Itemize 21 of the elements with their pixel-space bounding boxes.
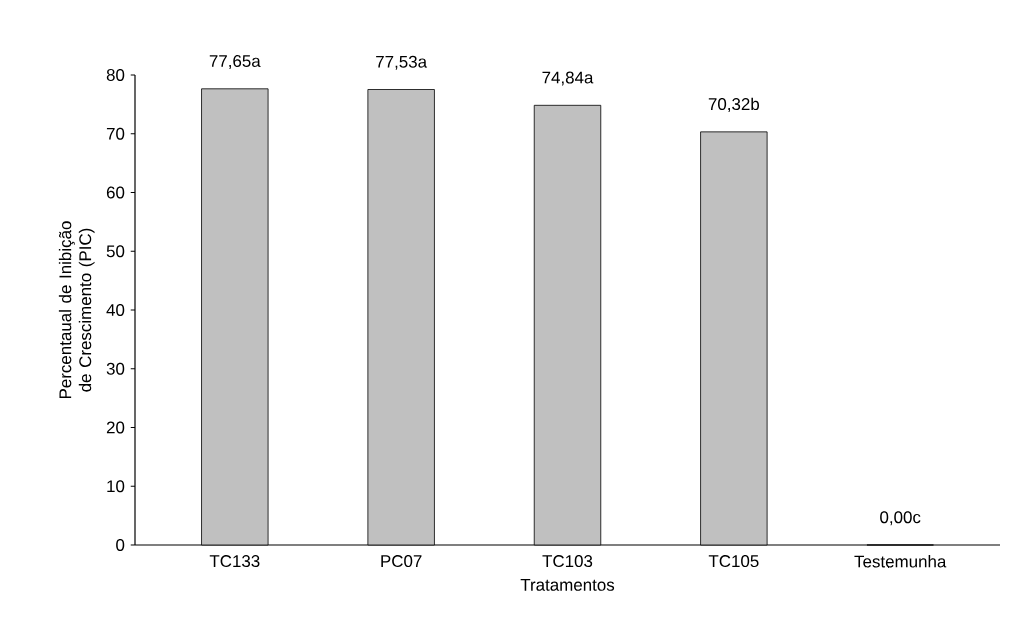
y-tick-label: 0 [116,539,125,551]
y-tick-label: 80 [106,69,125,82]
y-tick-label: 40 [106,304,125,316]
x-tick-label: TC103 [542,555,593,568]
data-label: 74,84a [542,71,594,86]
data-label: 70,32b [708,97,760,113]
y-tick-label: 60 [106,186,125,199]
x-tick-label: TC133 [209,555,260,568]
y-tick-label: 70 [106,127,125,140]
y-tick-label: 10 [107,480,125,493]
data-label: 77,65a [209,55,261,70]
y-tick-label: 30 [106,362,125,375]
y-axis-title: Percentaual de Inibição de Crescimento (PIC) [58,221,95,399]
data-label: 77,53a [376,55,428,70]
x-tick-label: Testemunha [854,555,947,568]
y-tick-label: 50 [106,245,125,258]
x-tick-label: TC105 [708,555,759,568]
data-label: 0,00c [880,511,921,526]
x-tick-label: PC07 [381,555,422,568]
y-tick-label: 20 [106,421,125,434]
x-axis-title: Tratamentos [520,579,615,591]
